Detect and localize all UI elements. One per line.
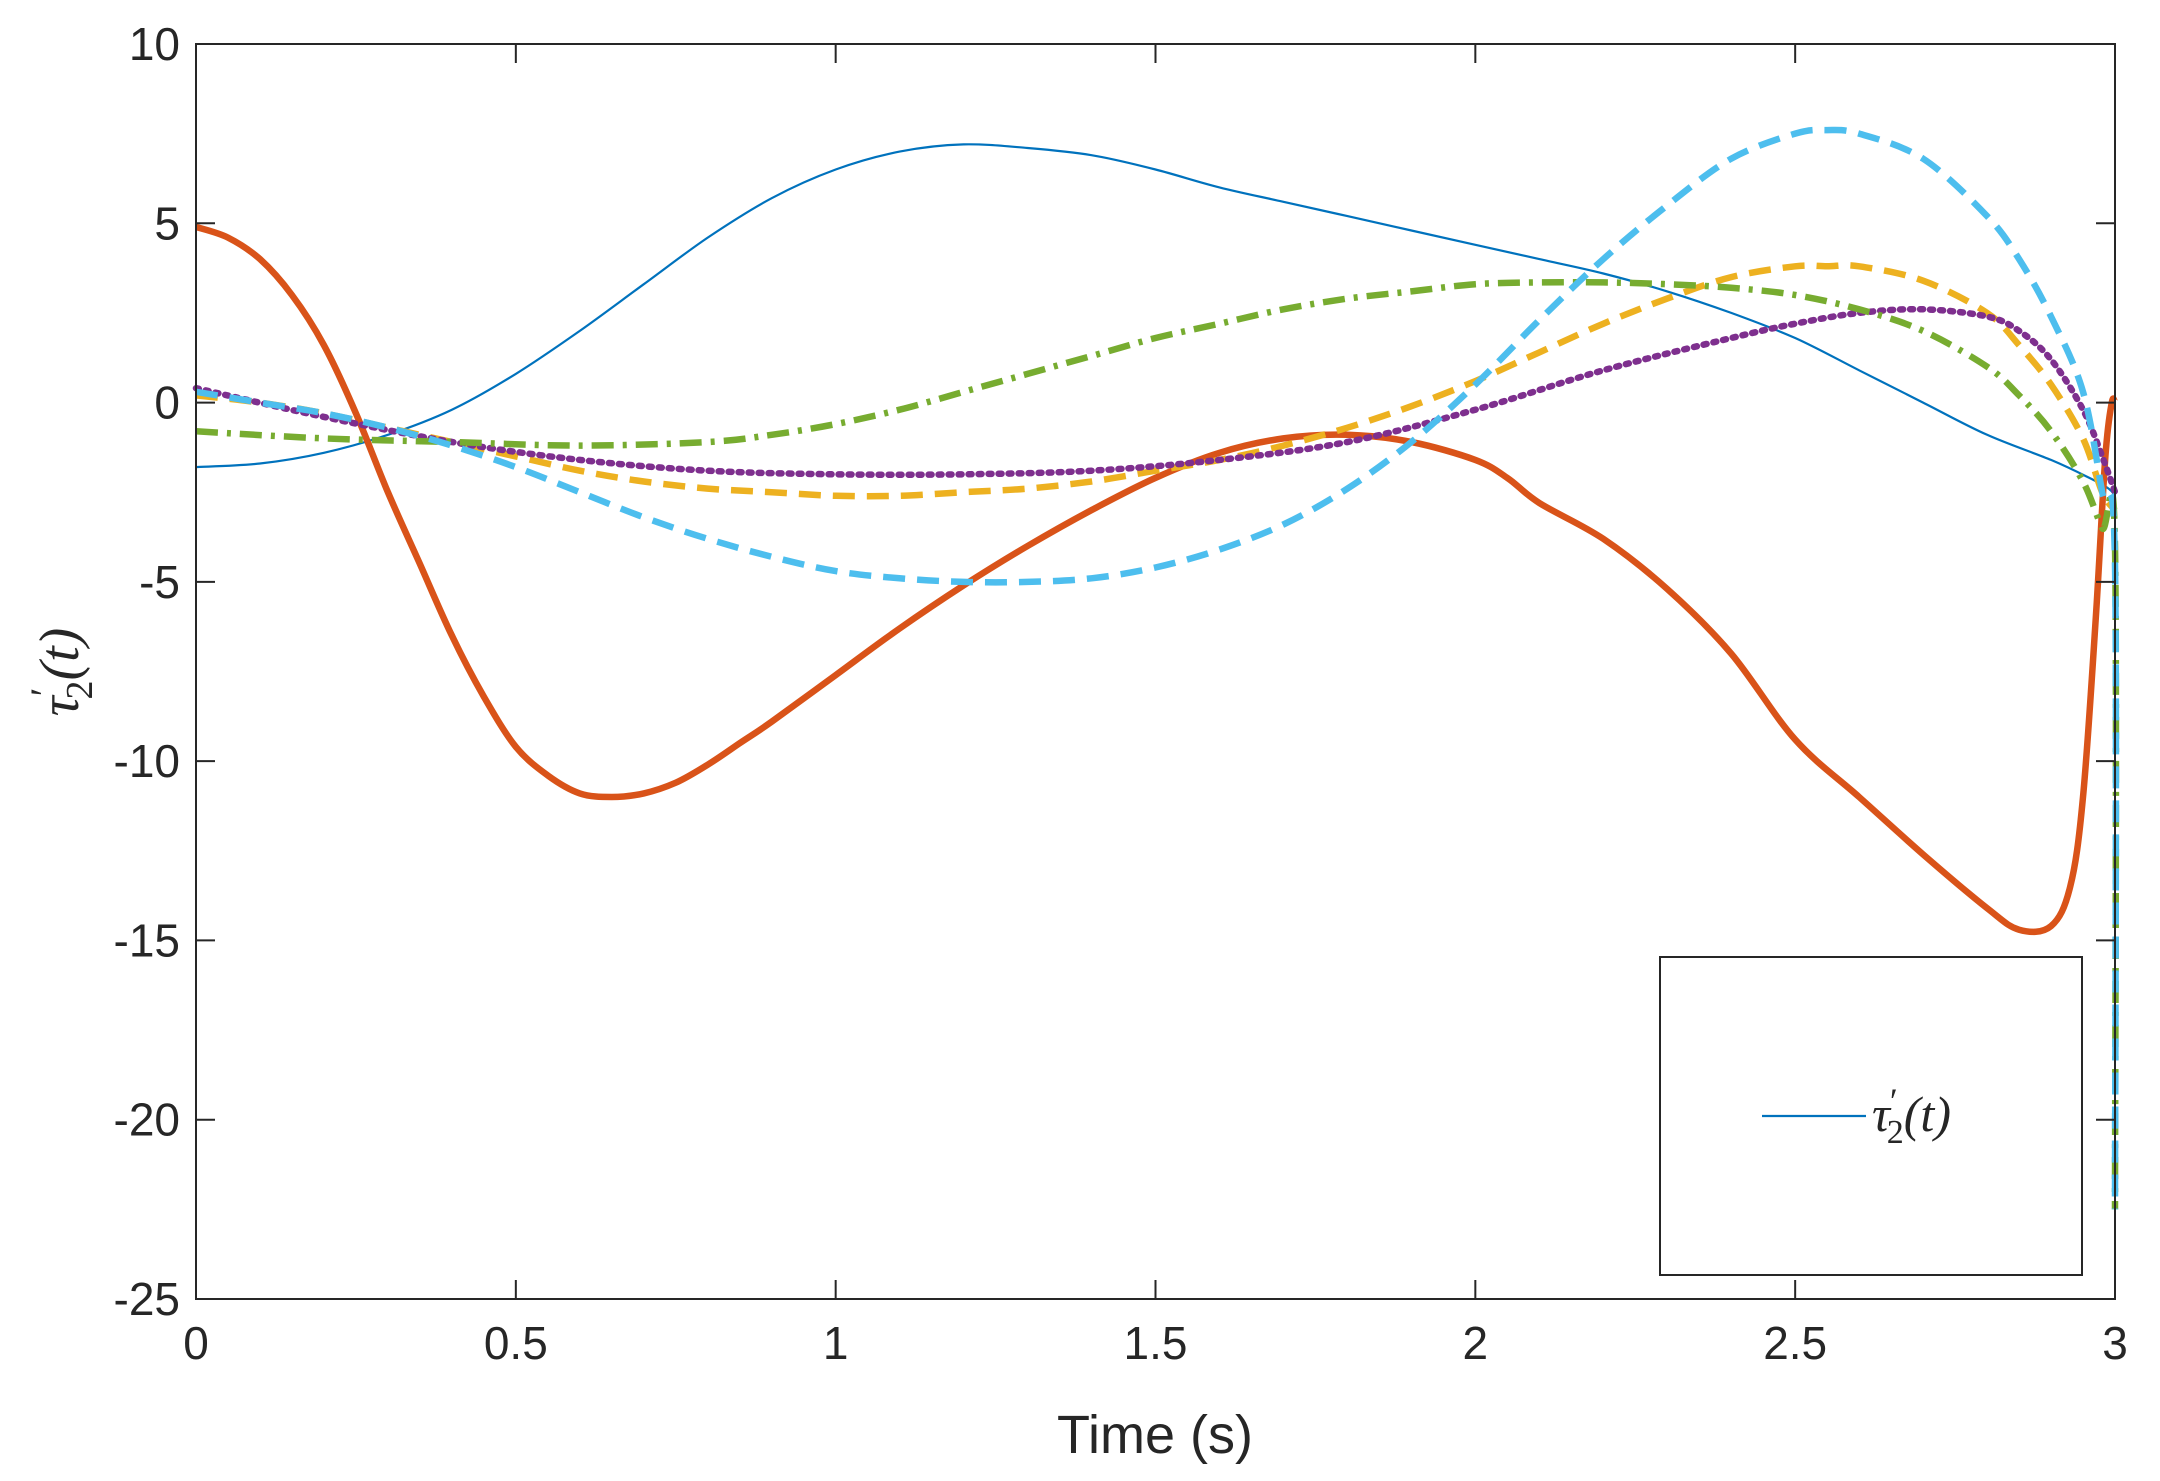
series-line-1 (195, 143, 2116, 497)
legend-label-base: τ (1872, 1086, 1892, 1142)
x-tick-label: 3 (2102, 1317, 2128, 1369)
y-tick-label: -25 (114, 1273, 180, 1325)
y-axis-title-prime: ′ (22, 688, 67, 697)
tick-label-layer: 0 0.5 1 1.5 2 2.5 3 -25 -20 -15 -10 -5 0 5 10 (114, 18, 2128, 1369)
legend-label-sub: 2 (1887, 1114, 1904, 1151)
y-tick-label: 0 (154, 377, 180, 429)
legend[interactable]: τ′ 2(t) (1659, 956, 2083, 1276)
x-tick-label: 0.5 (484, 1317, 548, 1369)
x-tick-label: 1 (823, 1317, 849, 1369)
legend-label-series-1: τ′ 2(t) (1872, 1081, 1951, 1151)
y-tick-label: -20 (114, 1094, 180, 1146)
x-tick-label: 2 (1463, 1317, 1489, 1369)
series-layer (192, 126, 2120, 1210)
series-line-6 (195, 126, 2120, 1210)
series-line-2 (194, 223, 2119, 936)
y-tick-label: -15 (114, 914, 180, 966)
series-line-3 (195, 261, 2118, 513)
x-tick-label: 0 (183, 1317, 209, 1369)
x-axis-title: Time (s) (1057, 1405, 1253, 1465)
y-tick-label: 5 (154, 197, 180, 249)
series-line-4 (192, 305, 2119, 496)
y-axis-title-base: τ (29, 694, 91, 716)
legend-label-arg: (t) (1904, 1086, 1951, 1142)
legend-box (1659, 956, 2083, 1276)
y-axis-title-arg: (t) (29, 628, 91, 681)
x-tick-label: 1.5 (1124, 1317, 1188, 1369)
y-axis-title: τ′2(t) (22, 628, 101, 717)
y-axis-title-sub: 2 (59, 681, 101, 700)
y-tick-label: -5 (139, 556, 180, 608)
y-tick-label: 10 (129, 18, 180, 70)
x-tick-label: 2.5 (1763, 1317, 1827, 1369)
legend-label-prime: ′ (1890, 1081, 1898, 1121)
y-tick-label: -10 (114, 735, 180, 787)
axes-layer (195, 43, 2116, 1300)
series-line-5 (195, 279, 2120, 1210)
